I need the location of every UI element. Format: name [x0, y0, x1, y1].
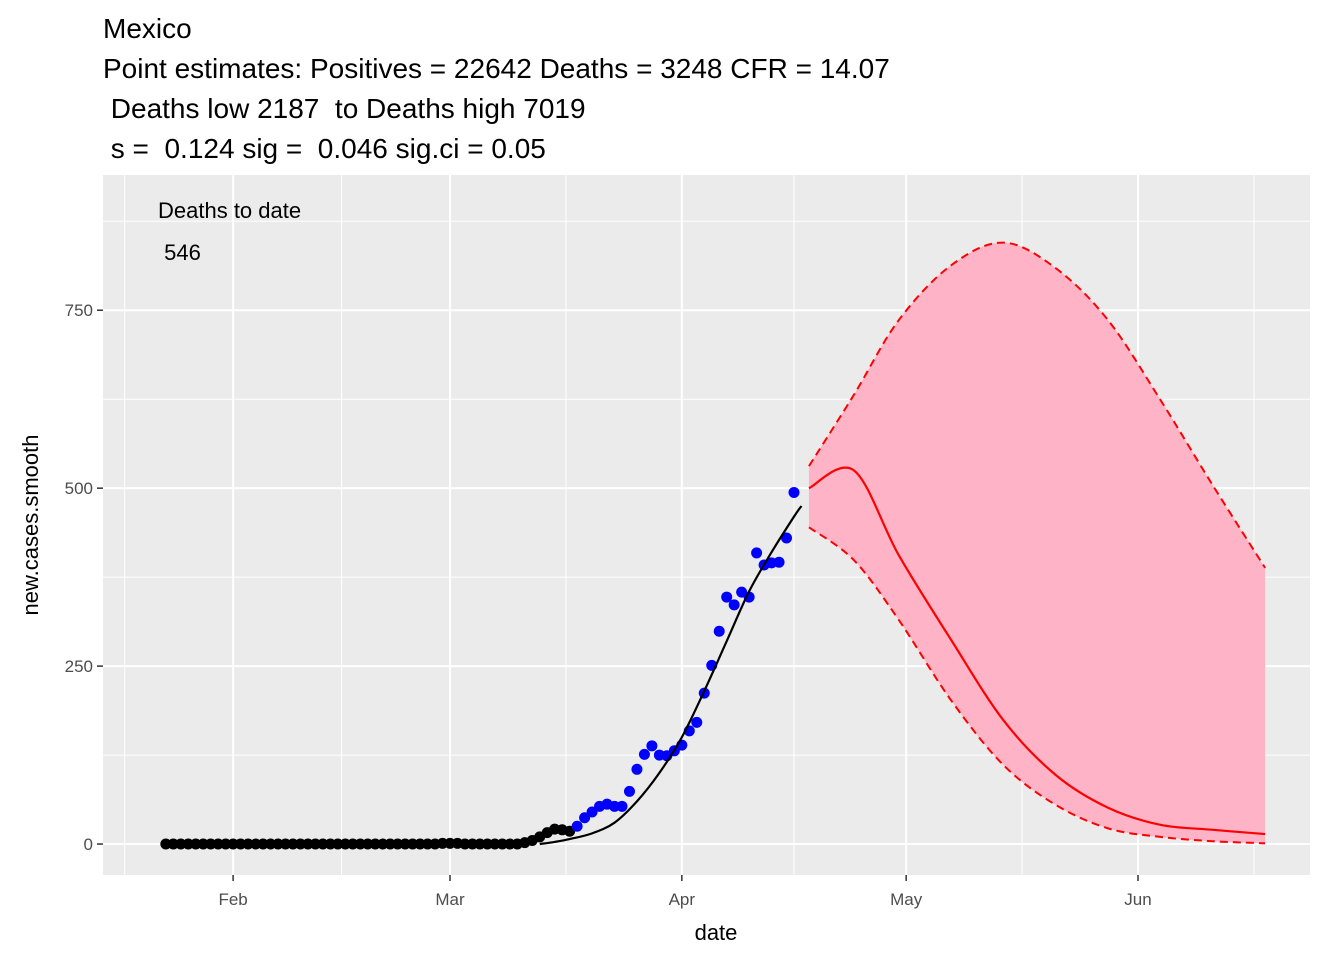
data-point — [646, 740, 658, 752]
x-tick-label: Apr — [669, 890, 696, 909]
data-point — [586, 806, 598, 818]
line — [808, 466, 1266, 836]
data-point — [788, 486, 800, 498]
band-upper-line — [808, 241, 1266, 569]
chart-subtitle: Point estimates: Positives = 22642 Death… — [103, 53, 890, 84]
confidence-band — [808, 242, 1266, 844]
line — [539, 505, 803, 846]
x-tick-label: May — [890, 890, 923, 909]
x-tick-label: Jun — [1124, 890, 1151, 909]
data-point — [571, 820, 583, 832]
data-point — [623, 785, 635, 797]
data-point — [751, 547, 763, 559]
y-tick-label: 750 — [65, 301, 93, 320]
y-tick-label: 500 — [65, 479, 93, 498]
chart-title: Mexico — [103, 13, 192, 44]
data-point — [631, 763, 643, 775]
x-tick-label: Mar — [435, 890, 465, 909]
chart-subtitle: Deaths low 2187 to Deaths high 7019 — [103, 93, 586, 124]
band-lower-line — [808, 526, 1266, 845]
data-point — [691, 716, 703, 728]
annotation: 546 — [158, 240, 201, 265]
chart-subtitle: s = 0.124 sig = 0.046 sig.ci = 0.05 — [103, 133, 546, 164]
y-tick-label: 250 — [65, 657, 93, 676]
x-tick-label: Feb — [218, 890, 247, 909]
data-point — [743, 591, 755, 603]
data-point — [713, 625, 725, 637]
y-axis-title: new.cases.smooth — [18, 435, 43, 616]
data-point — [616, 800, 628, 812]
data-point — [579, 812, 591, 824]
data-point — [721, 591, 733, 603]
y-tick-label: 0 — [84, 835, 93, 854]
annotation: Deaths to date — [158, 198, 301, 223]
data-point — [728, 599, 740, 611]
data-point — [773, 556, 785, 568]
data-point — [781, 532, 793, 544]
data-point — [638, 748, 650, 760]
x-axis-title: date — [695, 920, 738, 945]
marks — [160, 241, 1266, 850]
